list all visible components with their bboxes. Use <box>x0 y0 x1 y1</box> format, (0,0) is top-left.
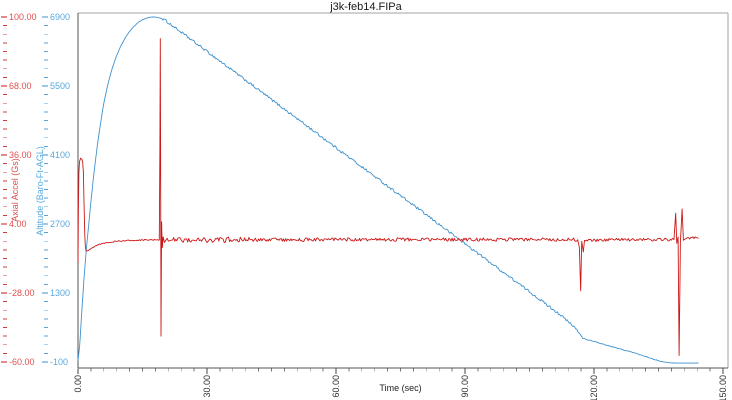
plot-frame <box>77 12 729 369</box>
x-tick-label: 120.00 <box>589 375 599 400</box>
accel-axis-title: Axial Accel (Gs) <box>10 158 20 222</box>
chart-title: j3k-feb14.FIPa <box>330 1 402 13</box>
y-tick-label: 36.00 <box>9 150 32 160</box>
accel-axis: 100.00 68.00 36.00 4.00 -28.00 -60.00 <box>1 12 37 367</box>
x-tick-label: 0.00 <box>73 375 83 393</box>
y-tick-label: 6900 <box>50 12 70 22</box>
x-tick-label: 90.00 <box>460 375 470 398</box>
x-tick-label: 60.00 <box>331 375 341 398</box>
y-tick-label: 4100 <box>50 150 70 160</box>
altitude-axis-title: Altitude (Baro-Ft-AGL) <box>35 146 45 236</box>
y-tick-label: -28.00 <box>9 288 35 298</box>
y-tick-label: 5500 <box>50 81 70 91</box>
y-tick-label: 4.00 <box>9 219 27 229</box>
y-tick-label: 68.00 <box>9 81 32 91</box>
y-tick-label: -100 <box>50 357 68 367</box>
x-tick-label: 30.00 <box>202 375 212 398</box>
x-tick-label: 150.00 <box>718 375 728 400</box>
accel-series-line <box>77 38 699 356</box>
x-axis-label: Time (sec) <box>379 383 422 393</box>
x-axis-ticks: 0.00 30.00 60.00 90.00 120.00 150.00 <box>73 368 728 400</box>
y-tick-label: 100.00 <box>9 12 37 22</box>
altitude-series-line <box>77 16 699 364</box>
y-tick-label: -60.00 <box>9 357 35 367</box>
altitude-axis: 6900 5500 4100 2700 1300 -100 <box>42 12 70 367</box>
y-tick-label: 1300 <box>50 288 70 298</box>
y-tick-label: 2700 <box>50 219 70 229</box>
